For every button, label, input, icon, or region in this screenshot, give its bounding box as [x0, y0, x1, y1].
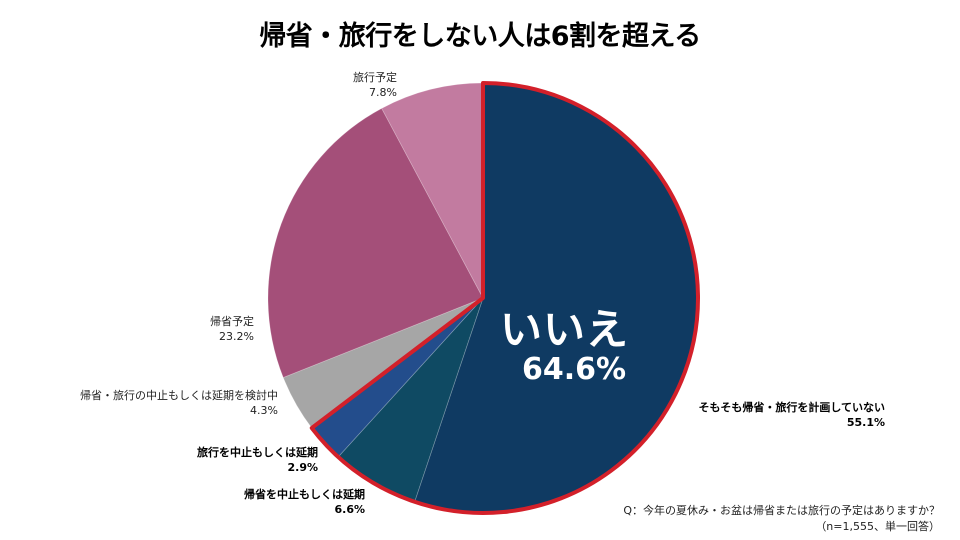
survey-question: Q：今年の夏休み・お盆は帰省または旅行の予定はありますか？: [623, 504, 940, 517]
label-value: 4.3%: [250, 404, 278, 417]
label-text: 旅行を中止もしくは延期: [197, 446, 318, 459]
chart-title: 帰省・旅行をしない人は6割を超える: [259, 21, 701, 52]
no-group-outline: [309, 81, 700, 515]
no-group-label: いいえ: [500, 305, 630, 354]
label-value: 7.8%: [369, 86, 397, 99]
label-cancel-homecoming: 帰省を中止もしくは延期 6.6%: [180, 487, 365, 517]
label-not-planned: そもそも帰省・旅行を計画していない 55.1%: [640, 400, 885, 430]
label-text: 帰省を中止もしくは延期: [244, 488, 365, 501]
label-travel: 旅行予定 7.8%: [320, 70, 397, 100]
label-text: 帰省・旅行の中止もしくは延期を検討中: [80, 389, 278, 402]
label-value: 23.2%: [219, 330, 254, 343]
slice-travel: [381, 82, 484, 299]
survey-sample: （n=1,555、単一回答）: [815, 520, 940, 533]
label-value: 2.9%: [287, 461, 318, 474]
survey-note: Q：今年の夏休み・お盆は帰省または旅行の予定はありますか？ （n=1,555、単…: [623, 503, 940, 535]
pie-slices: [267, 82, 699, 514]
label-value: 6.6%: [334, 503, 365, 516]
no-group-value: 64.6%: [522, 352, 627, 387]
label-value: 55.1%: [846, 416, 885, 429]
slice-homecoming: [267, 107, 484, 379]
label-cancel-travel: 旅行を中止もしくは延期 2.9%: [150, 445, 318, 475]
label-text: 旅行予定: [353, 71, 397, 84]
label-considering: 帰省・旅行の中止もしくは延期を検討中 4.3%: [40, 388, 278, 418]
label-text: そもそも帰省・旅行を計画していない: [698, 401, 885, 414]
label-text: 帰省予定: [210, 315, 254, 328]
label-homecoming: 帰省予定 23.2%: [150, 314, 254, 344]
